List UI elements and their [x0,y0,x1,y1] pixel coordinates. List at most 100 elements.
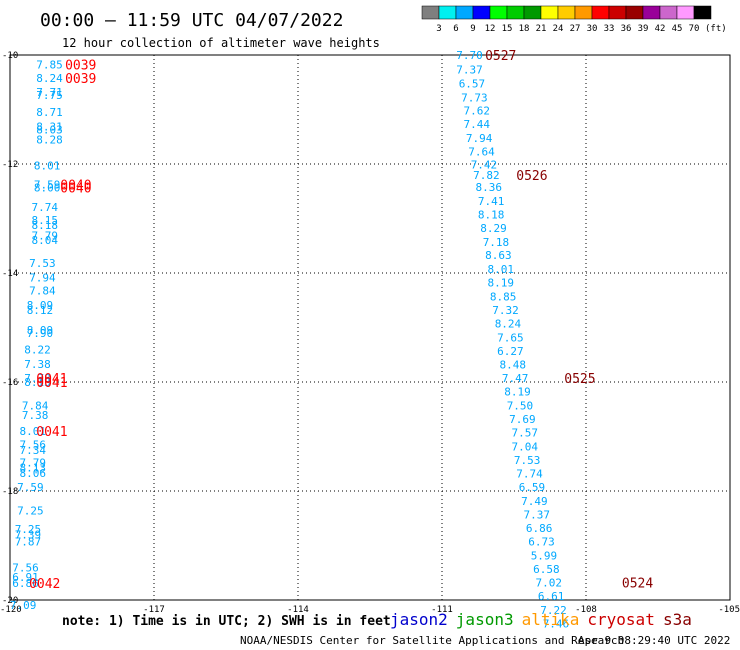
x-tick-label: -105 [718,605,740,615]
wave-height-label: 8.19 [504,385,531,398]
timestamp-text: Apr 9 08:29:40 UTC 2022 [578,634,730,647]
wave-height-label: 6.59 [519,481,546,494]
satellite-label-cryosat: cryosat [587,610,654,629]
x-tick-label: -120 [0,605,22,615]
satellite-legend: jason2 jason3 altika cryosat s3a [390,610,692,629]
wave-height-label: 7.39 [15,529,42,542]
wave-height-label: 7.32 [492,304,519,317]
wave-height-label: 8.48 [500,359,527,372]
color-swatch [625,5,644,20]
color-swatch [506,5,525,20]
color-swatch [676,5,695,20]
color-scale-label: 36 [621,24,632,34]
color-scale-label: 9 [470,24,475,34]
wave-height-label: 8.06 [20,467,47,480]
wave-height-label: 7.49 [521,495,548,508]
satellite-label-s3a: s3a [663,610,692,629]
wave-height-label: 8.01 [488,263,515,276]
wave-height-label: 7.65 [497,331,524,344]
wave-height-label: 8.24 [495,318,522,331]
wave-height-label: 8.24 [36,72,63,85]
wave-height-label: 8.09 [27,324,54,337]
color-scale-label: 70 [689,24,700,34]
wave-height-label: 7.37 [524,508,551,521]
wave-height-label: 8.63 [485,249,512,262]
y-tick-label: -20 [2,596,18,606]
wave-height-label: 7.25 [17,505,44,518]
wave-height-label: 7.34 [20,444,47,457]
wave-height-label: 8.13 [20,462,47,475]
wave-height-label: 7.94 [466,132,493,145]
x-tick-label: -114 [287,605,309,615]
wave-height-label: 6.61 [538,590,565,603]
time-label: 0042 [29,577,60,592]
color-swatch [591,5,610,20]
wave-height-label: 8.01 [34,160,61,173]
satellite-label-jason2: jason2 [390,610,448,629]
wave-height-label: 7.84 [22,399,49,412]
color-scale-label: 15 [502,24,513,34]
color-scale-label: 39 [638,24,649,34]
wave-height-label: 6.86 [526,522,553,535]
chart-title: 00:00 – 11:59 UTC 04/07/2022 [40,10,343,31]
wave-height-label: 7.18 [483,236,510,249]
wave-height-label: 7.53 [514,454,541,467]
color-swatch [472,5,491,20]
wave-height-label: 7.56 [20,439,47,452]
wave-height-label: 7.47 [502,372,529,385]
time-label: 0040 [60,181,91,196]
color-swatch [523,5,542,20]
color-scale-unit: (ft) [705,24,727,34]
time-label: 0041 [36,372,67,387]
wave-height-label: 7.59 [17,481,44,494]
wave-height-label: 7.74 [32,201,59,214]
wave-height-label: 7.70 [456,49,483,62]
x-tick-label: -111 [431,605,453,615]
wave-height-label: 7.62 [464,105,491,118]
wave-height-label: 7.25 [15,523,42,536]
wave-height-label: 7.75 [36,89,63,102]
wave-height-label: 7.02 [536,577,563,590]
chart-subtitle: 12 hour collection of altimeter wave hei… [62,36,380,50]
color-swatch [421,5,440,20]
y-tick-label: -10 [2,51,18,61]
color-scale-label: 18 [519,24,530,34]
wave-height-label: 7.84 [29,284,56,297]
y-tick-label: -12 [2,160,18,170]
time-label: 0039 [65,72,96,87]
plot-frame [9,54,731,601]
wave-height-label: 7.37 [456,64,483,77]
color-scale-label: 45 [672,24,683,34]
credit-text: NOAA/NESDIS Center for Satellite Applica… [240,634,624,647]
wave-height-label: 7.22 [540,604,567,617]
color-swatch [693,5,712,20]
wave-height-label: 8.00 [34,181,61,194]
time-label: 0039 [65,58,96,73]
color-scale-label: 30 [587,24,598,34]
wave-height-label: 7.85 [36,58,63,71]
wave-height-label: 7.87 [15,536,42,549]
wave-height-label: 6.91 [12,571,39,584]
wave-height-label: 7.73 [461,92,488,105]
wave-height-label: 8.29 [480,222,507,235]
color-swatch [489,5,508,20]
wave-height-label: 7.64 [468,145,495,158]
color-swatch [574,5,593,20]
color-scale-label: 42 [655,24,666,34]
satellite-label-altika: altika [522,610,580,629]
wave-height-label: 7.41 [478,195,505,208]
color-scale-label: 33 [604,24,615,34]
wave-height-label: 6.86 [12,577,39,590]
wave-height-label: 7.09 [10,599,37,612]
wave-height-label: 7.79 [32,229,59,242]
wave-height-label: 8.18 [478,209,505,222]
wave-height-label: 6.73 [528,536,555,549]
wave-height-label: 7.69 [509,413,536,426]
wave-height-label: 8.01 [20,425,47,438]
time-label: 0527 [485,49,516,64]
wave-height-label: 7.59 [34,179,61,192]
wave-height-label: 8.31 [36,120,63,133]
wave-height-label: 7.38 [22,409,49,422]
y-tick-label: -14 [2,269,18,279]
wave-height-label: 8.15 [32,214,59,227]
